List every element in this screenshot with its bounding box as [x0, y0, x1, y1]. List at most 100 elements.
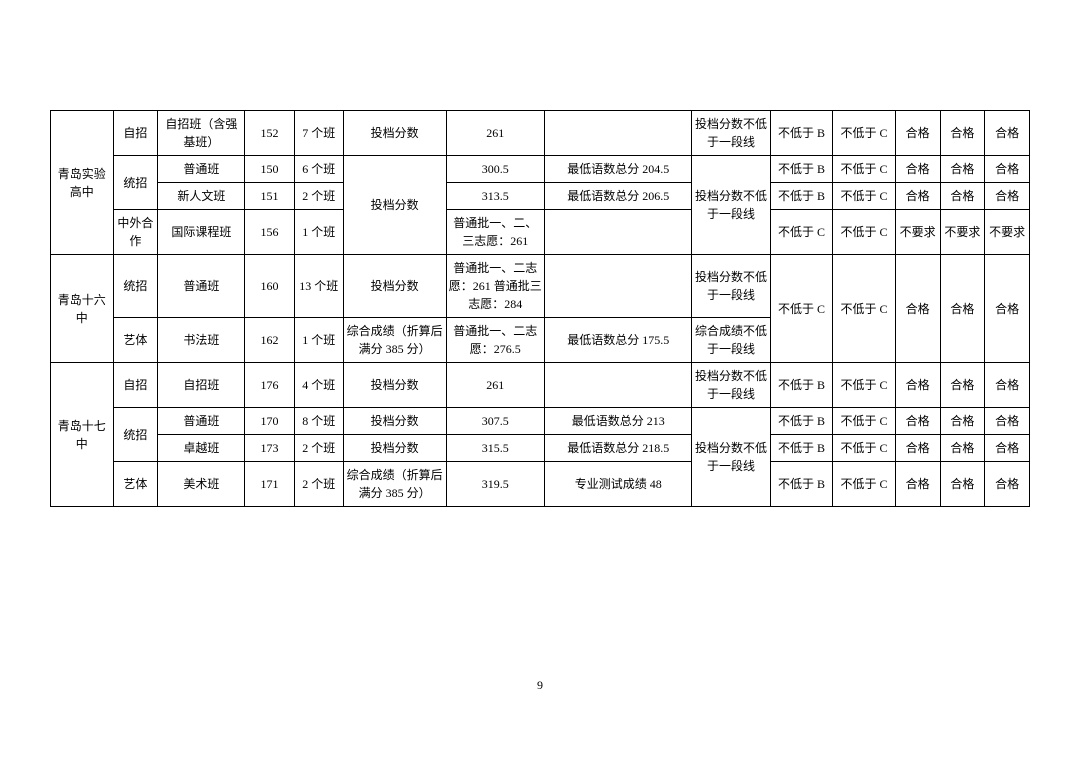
- cell-p2: 合格: [940, 255, 985, 363]
- cell-class: 自招班（含强基班）: [158, 111, 245, 156]
- cell-req: 投档分数不低于一段线: [692, 408, 770, 507]
- cell-p1: 合格: [895, 363, 940, 408]
- cell-req: 投档分数不低于一段线: [692, 255, 770, 318]
- cell-p1: 合格: [895, 156, 940, 183]
- cell-school: 青岛十七中: [51, 363, 114, 507]
- cell-p1: 合格: [895, 183, 940, 210]
- cell-class: 普通班: [158, 156, 245, 183]
- cell-req: 综合成绩不低于一段线: [692, 318, 770, 363]
- cell-type: 自招: [113, 363, 158, 408]
- cell-p1: 合格: [895, 462, 940, 507]
- table-body: 青岛实验高中自招自招班（含强基班）1527 个班投档分数261投档分数不低于一段…: [51, 111, 1030, 507]
- cell-note: 最低语数总分 218.5: [544, 435, 692, 462]
- admission-table: 青岛实验高中自招自招班（含强基班）1527 个班投档分数261投档分数不低于一段…: [50, 110, 1030, 507]
- cell-g1: 不低于 B: [770, 156, 833, 183]
- cell-g1: 不低于 B: [770, 462, 833, 507]
- cell-p3: 合格: [985, 363, 1030, 408]
- cell-p1: 不要求: [895, 210, 940, 255]
- cell-g2: 不低于 C: [833, 111, 896, 156]
- cell-p3: 不要求: [985, 210, 1030, 255]
- cell-code: 162: [245, 318, 294, 363]
- table-row: 统招普通班1506 个班投档分数300.5最低语数总分 204.5投档分数不低于…: [51, 156, 1030, 183]
- cell-class: 新人文班: [158, 183, 245, 210]
- cell-req: 投档分数不低于一段线: [692, 363, 770, 408]
- table-row: 青岛十七中自招自招班1764 个班投档分数261投档分数不低于一段线不低于 B不…: [51, 363, 1030, 408]
- cell-class: 自招班: [158, 363, 245, 408]
- cell-score_type: 投档分数: [343, 111, 446, 156]
- cell-count: 8 个班: [294, 408, 343, 435]
- cell-score_type: 综合成绩（折算后满分 385 分）: [343, 318, 446, 363]
- cell-note: [544, 210, 692, 255]
- cell-p1: 合格: [895, 408, 940, 435]
- cell-code: 171: [245, 462, 294, 507]
- cell-type: 自招: [113, 111, 158, 156]
- cell-p3: 合格: [985, 462, 1030, 507]
- cell-g2: 不低于 C: [833, 462, 896, 507]
- cell-note: 最低语数总分 204.5: [544, 156, 692, 183]
- cell-req: 投档分数不低于一段线: [692, 111, 770, 156]
- cell-code: 156: [245, 210, 294, 255]
- page-number: 9: [0, 678, 1080, 693]
- cell-count: 6 个班: [294, 156, 343, 183]
- cell-score: 307.5: [446, 408, 544, 435]
- cell-note: 最低语数总分 213: [544, 408, 692, 435]
- table-row: 青岛十六中统招普通班16013 个班投档分数普通批一、二志愿：261 普通批三志…: [51, 255, 1030, 318]
- cell-class: 普通班: [158, 255, 245, 318]
- cell-g1: 不低于 B: [770, 363, 833, 408]
- cell-code: 152: [245, 111, 294, 156]
- cell-school: 青岛十六中: [51, 255, 114, 363]
- cell-score: 普通批一、二、三志愿：261: [446, 210, 544, 255]
- cell-code: 151: [245, 183, 294, 210]
- page-container: 青岛实验高中自招自招班（含强基班）1527 个班投档分数261投档分数不低于一段…: [0, 0, 1080, 507]
- cell-p2: 合格: [940, 408, 985, 435]
- cell-count: 2 个班: [294, 435, 343, 462]
- cell-score_type: 综合成绩（折算后满分 385 分）: [343, 462, 446, 507]
- cell-count: 13 个班: [294, 255, 343, 318]
- cell-p2: 不要求: [940, 210, 985, 255]
- cell-p1: 合格: [895, 255, 940, 363]
- cell-score_type: 投档分数: [343, 156, 446, 255]
- cell-p2: 合格: [940, 111, 985, 156]
- cell-note: [544, 111, 692, 156]
- cell-g2: 不低于 C: [833, 210, 896, 255]
- cell-type: 中外合作: [113, 210, 158, 255]
- cell-count: 4 个班: [294, 363, 343, 408]
- cell-count: 7 个班: [294, 111, 343, 156]
- cell-score_type: 投档分数: [343, 255, 446, 318]
- cell-code: 160: [245, 255, 294, 318]
- cell-code: 150: [245, 156, 294, 183]
- cell-p2: 合格: [940, 183, 985, 210]
- cell-score: 261: [446, 111, 544, 156]
- table-row: 青岛实验高中自招自招班（含强基班）1527 个班投档分数261投档分数不低于一段…: [51, 111, 1030, 156]
- cell-class: 国际课程班: [158, 210, 245, 255]
- cell-score: 319.5: [446, 462, 544, 507]
- cell-g1: 不低于 B: [770, 435, 833, 462]
- cell-g1: 不低于 B: [770, 111, 833, 156]
- cell-count: 1 个班: [294, 318, 343, 363]
- cell-p3: 合格: [985, 255, 1030, 363]
- table-row: 统招普通班1708 个班投档分数307.5最低语数总分 213投档分数不低于一段…: [51, 408, 1030, 435]
- cell-g2: 不低于 C: [833, 408, 896, 435]
- cell-school: 青岛实验高中: [51, 111, 114, 255]
- cell-score_type: 投档分数: [343, 408, 446, 435]
- table-row: 艺体美术班1712 个班综合成绩（折算后满分 385 分）319.5专业测试成绩…: [51, 462, 1030, 507]
- cell-score: 普通批一、二志愿：261 普通批三志愿：284: [446, 255, 544, 318]
- cell-p2: 合格: [940, 156, 985, 183]
- cell-p3: 合格: [985, 183, 1030, 210]
- cell-score_type: 投档分数: [343, 435, 446, 462]
- cell-note: [544, 255, 692, 318]
- table-row: 卓越班1732 个班投档分数315.5最低语数总分 218.5不低于 B不低于 …: [51, 435, 1030, 462]
- cell-class: 美术班: [158, 462, 245, 507]
- cell-g1: 不低于 B: [770, 408, 833, 435]
- cell-p1: 合格: [895, 435, 940, 462]
- cell-score: 313.5: [446, 183, 544, 210]
- cell-type: 艺体: [113, 462, 158, 507]
- cell-p3: 合格: [985, 111, 1030, 156]
- cell-p3: 合格: [985, 156, 1030, 183]
- cell-note: 最低语数总分 175.5: [544, 318, 692, 363]
- cell-g2: 不低于 C: [833, 363, 896, 408]
- cell-code: 170: [245, 408, 294, 435]
- cell-p2: 合格: [940, 363, 985, 408]
- cell-type: 统招: [113, 156, 158, 210]
- cell-p1: 合格: [895, 111, 940, 156]
